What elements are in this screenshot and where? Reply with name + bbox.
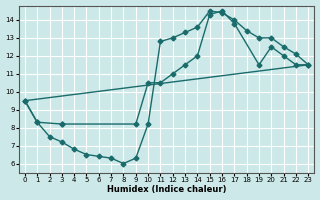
X-axis label: Humidex (Indice chaleur): Humidex (Indice chaleur): [107, 185, 226, 194]
